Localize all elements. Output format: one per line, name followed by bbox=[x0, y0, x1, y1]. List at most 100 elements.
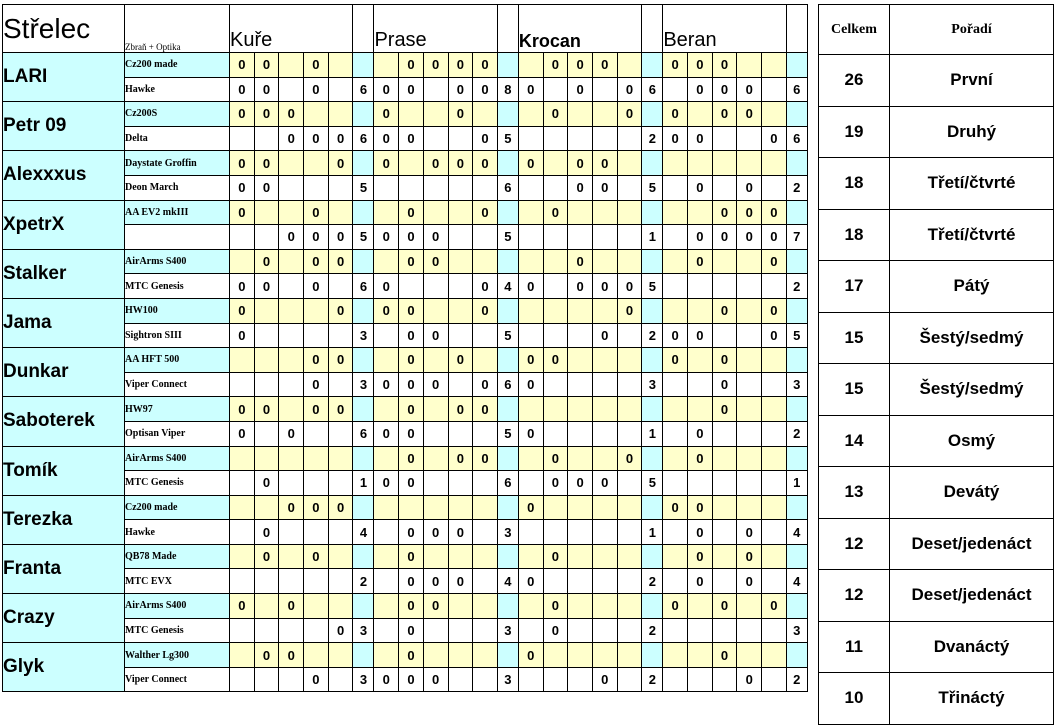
animal-sum: 3 bbox=[352, 371, 375, 398]
score-cell bbox=[542, 248, 569, 275]
shooter-row: LARI Cz200 made 0 0 0 0 0 0 0 0 0 0 0 0 0 bbox=[2, 51, 808, 103]
optic-label bbox=[124, 224, 230, 250]
optic-label: MTC Genesis bbox=[124, 470, 230, 496]
score-cell: 0 bbox=[616, 101, 643, 127]
animal-sum: 7 bbox=[785, 224, 808, 250]
score-cell: 0 bbox=[472, 125, 498, 152]
score-cell bbox=[253, 568, 280, 595]
score-cell bbox=[373, 347, 400, 373]
shooter-name: Crazy bbox=[2, 593, 125, 644]
score-cell bbox=[472, 322, 498, 349]
score-cell bbox=[736, 396, 763, 422]
sum-spacer bbox=[352, 52, 375, 78]
score-cell bbox=[616, 125, 643, 152]
animal-sum: 6 bbox=[496, 371, 519, 398]
score-cell: 0 bbox=[278, 593, 305, 619]
score-cell bbox=[278, 470, 305, 496]
score-cell: 0 bbox=[591, 470, 618, 496]
score-cell bbox=[542, 322, 569, 349]
score-cell bbox=[229, 470, 255, 496]
score-cell bbox=[517, 125, 544, 152]
sum-spacer bbox=[785, 445, 808, 472]
score-cell bbox=[447, 470, 474, 496]
ranking-row: 11 Dvanáctý bbox=[818, 620, 1054, 673]
sum-spacer bbox=[641, 199, 664, 226]
score-cell: 0 bbox=[278, 224, 305, 250]
score-cell: 0 bbox=[398, 396, 424, 422]
score-cell: 0 bbox=[687, 224, 713, 250]
total-score: 12 bbox=[818, 517, 890, 570]
score-cell: 0 bbox=[591, 273, 618, 299]
score-cell: 0 bbox=[447, 568, 474, 595]
shooter-name: Terezka bbox=[2, 494, 125, 545]
score-cell bbox=[278, 174, 305, 201]
score-cell bbox=[711, 568, 738, 595]
score-cell bbox=[711, 445, 738, 472]
score-cell: 0 bbox=[517, 494, 544, 521]
score-cell bbox=[278, 199, 305, 226]
score-cell: 0 bbox=[229, 593, 255, 619]
sum-spacer bbox=[352, 101, 375, 127]
score-cell: 0 bbox=[373, 101, 400, 127]
score-cell: 0 bbox=[327, 224, 354, 250]
score-cell bbox=[373, 568, 400, 595]
score-cell bbox=[591, 347, 618, 373]
score-cell: 0 bbox=[398, 593, 424, 619]
sum-spacer bbox=[785, 52, 808, 78]
score-cell: 0 bbox=[761, 248, 787, 275]
score-cell bbox=[517, 543, 544, 570]
score-cell: 0 bbox=[567, 273, 593, 299]
sum-spacer bbox=[496, 52, 519, 78]
score-cell bbox=[591, 519, 618, 545]
score-cell bbox=[278, 322, 305, 349]
sum-spacer bbox=[785, 150, 808, 176]
score-cell: 0 bbox=[662, 347, 688, 373]
score-cell bbox=[687, 101, 713, 127]
score-cell bbox=[542, 371, 569, 398]
rank-header: Pořadí bbox=[889, 4, 1054, 55]
score-cell bbox=[422, 125, 449, 152]
shooter-row: Alexxxus Daystate Groffin 0 0 0 0 0 0 0 0 0 0 bbox=[2, 150, 808, 201]
animal-sum: 3 bbox=[352, 322, 375, 349]
score-cell bbox=[662, 420, 688, 447]
score-cell: 0 bbox=[591, 150, 618, 176]
score-cell: 0 bbox=[253, 174, 280, 201]
optic-label: MTC Genesis bbox=[124, 273, 230, 299]
score-cell bbox=[517, 52, 544, 78]
ranking-row: 19 Druhý bbox=[818, 105, 1054, 158]
rank-label: První bbox=[889, 54, 1054, 107]
shooter-name: Franta bbox=[2, 543, 125, 595]
score-cell bbox=[472, 593, 498, 619]
score-cell bbox=[761, 642, 787, 668]
animal-sum: 5 bbox=[641, 273, 664, 299]
animal-sum: 6 bbox=[785, 76, 808, 103]
score-cell bbox=[327, 470, 354, 496]
score-cell: 0 bbox=[567, 76, 593, 103]
score-cell bbox=[472, 568, 498, 595]
shooter-name: Alexxxus bbox=[2, 150, 125, 201]
score-cell: 0 bbox=[398, 420, 424, 447]
score-cell: 0 bbox=[711, 224, 738, 250]
score-cell bbox=[736, 150, 763, 176]
score-cell bbox=[398, 150, 424, 176]
score-cell bbox=[447, 494, 474, 521]
score-cell bbox=[373, 593, 400, 619]
score-cell bbox=[662, 199, 688, 226]
weapon-label: HW100 bbox=[124, 297, 230, 324]
score-cell bbox=[711, 273, 738, 299]
score-cell bbox=[327, 543, 354, 570]
score-cell: 0 bbox=[373, 76, 400, 103]
score-cell bbox=[542, 150, 569, 176]
score-cell: 0 bbox=[398, 199, 424, 226]
score-cell: 0 bbox=[398, 248, 424, 275]
score-cell bbox=[616, 568, 643, 595]
score-cell: 0 bbox=[229, 76, 255, 103]
score-cell bbox=[662, 519, 688, 545]
ranking-row: 14 Osmý bbox=[818, 414, 1054, 467]
shooter-name: Dunkar bbox=[2, 347, 125, 398]
score-cell bbox=[472, 224, 498, 250]
score-cell bbox=[616, 174, 643, 201]
score-cell bbox=[662, 248, 688, 275]
score-cell bbox=[687, 396, 713, 422]
